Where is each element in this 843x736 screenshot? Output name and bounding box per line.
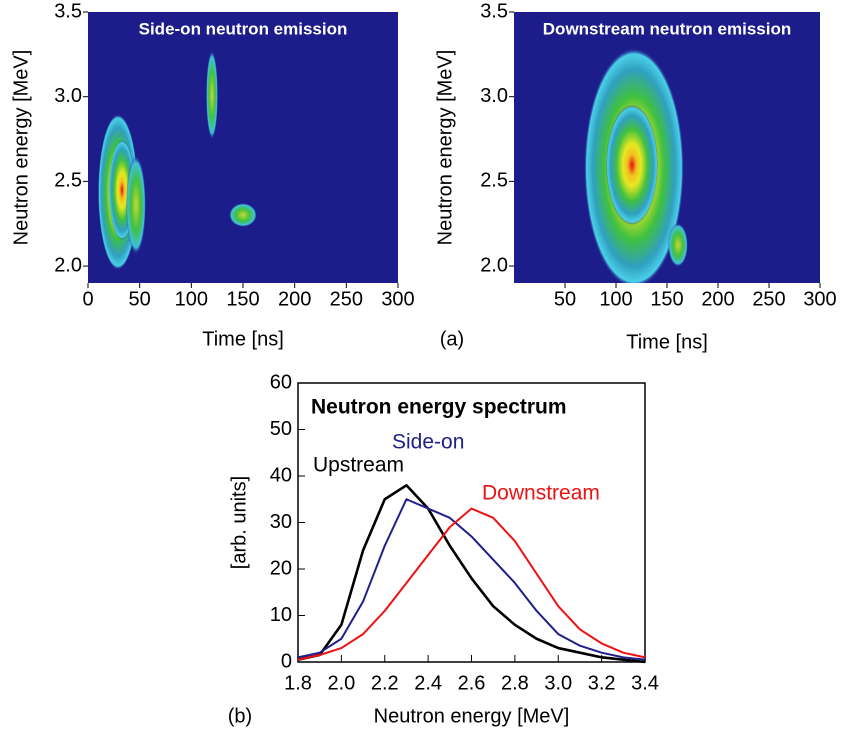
x-axis-label: Time [ns] <box>626 331 708 353</box>
y-tick-label: 2.5 <box>54 170 82 192</box>
x-tick-label: 3.2 <box>588 672 616 694</box>
series-line <box>297 484 646 664</box>
panel-title: Neutron energy spectrum <box>311 396 567 419</box>
y-tick-label: 3.0 <box>480 85 508 107</box>
intensity-blob <box>206 50 218 140</box>
intensity-blob <box>229 203 257 227</box>
y-tick-label: 2.0 <box>480 254 508 276</box>
panel-side-on: Side-on neutron emission 0 50 100 150 200 250 3… <box>10 0 414 350</box>
y-tick-label: 0 <box>281 650 292 672</box>
x-tick-label: 3.4 <box>631 672 659 694</box>
x-tick-label: 2.6 <box>458 672 486 694</box>
x-tick-label: 2.0 <box>327 672 355 694</box>
panel-title: Downstream neutron emission <box>543 19 791 38</box>
y-tick-label: 3.0 <box>54 85 82 107</box>
y-tick-label: 50 <box>270 418 292 440</box>
x-tick-label: 2.8 <box>501 672 529 694</box>
y-tick-label: 2.5 <box>480 170 508 192</box>
y-tick-label: 30 <box>270 511 292 533</box>
y-tick-label: 40 <box>270 464 292 486</box>
panel-label: (b) <box>228 705 252 727</box>
series-line <box>297 498 646 661</box>
panel-title: Side-on neutron emission <box>139 19 348 38</box>
y-tick-label: 3.5 <box>54 0 82 22</box>
x-tick-label: 100 <box>599 288 632 310</box>
y-axis-label: [arb. units] <box>228 476 250 569</box>
y-tick-label: 10 <box>270 604 292 626</box>
x-tick-label: 300 <box>803 288 836 310</box>
x-axis-label: Time [ns] <box>202 328 284 350</box>
intensity-blob <box>668 223 688 267</box>
x-tick-label: 3.0 <box>544 672 572 694</box>
x-tick-label: 100 <box>175 288 208 310</box>
heatmap-intensity <box>98 50 257 270</box>
series-line <box>297 507 646 661</box>
series-label: Side-on <box>392 431 464 454</box>
x-tick-label: 200 <box>701 288 734 310</box>
y-axis-label: Neutron energy [MeV] <box>434 50 456 246</box>
x-tick-label: 50 <box>554 288 576 310</box>
intensity-blob <box>126 155 146 255</box>
series-label: Upstream <box>313 454 404 477</box>
x-tick-label: 2.4 <box>414 672 442 694</box>
heatmap-intensity <box>584 48 688 283</box>
panel-spectrum: Neutron energy spectrum 1.8 2.0 2.2 2.4 2.6 2.… <box>228 371 659 727</box>
x-tick-label: 300 <box>381 288 414 310</box>
x-tick-label: 150 <box>226 288 259 310</box>
plot-frame <box>297 382 646 663</box>
y-axis-label: Neutron energy [MeV] <box>10 50 32 246</box>
intensity-blob <box>606 105 658 225</box>
x-tick-label: 250 <box>752 288 785 310</box>
x-tick-label: 150 <box>650 288 683 310</box>
x-tick-label: 200 <box>278 288 311 310</box>
x-axis-label: Neutron energy [MeV] <box>374 705 570 727</box>
panel-label: (a) <box>440 328 464 350</box>
y-tick-label: 2.0 <box>54 254 82 276</box>
x-tick-label: 1.8 <box>284 672 312 694</box>
x-tick-label: 50 <box>129 288 151 310</box>
x-tick-label: 0 <box>82 288 93 310</box>
y-tick-label: 60 <box>270 371 292 393</box>
y-tick-label: 3.5 <box>480 0 508 22</box>
y-tick-label: 20 <box>270 557 292 579</box>
series-label: Downstream <box>482 482 600 505</box>
panel-downstream: Downstream neutron emission 50 100 150 200 25… <box>434 0 836 353</box>
x-tick-label: 2.2 <box>371 672 399 694</box>
x-tick-label: 250 <box>330 288 363 310</box>
